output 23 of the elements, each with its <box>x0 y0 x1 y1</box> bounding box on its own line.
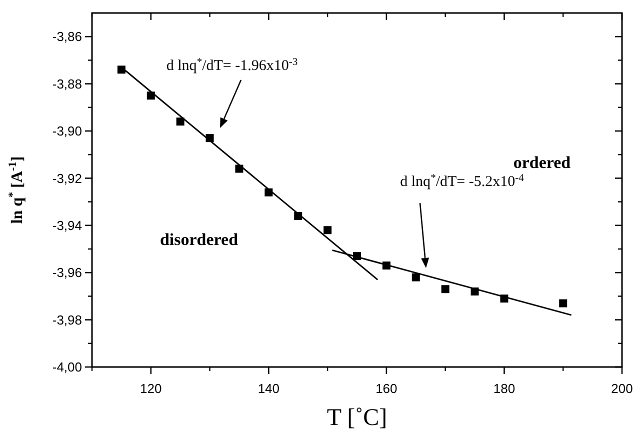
y-tick-label: -3,96 <box>52 265 82 280</box>
annotation: d lnq$^{*}$/dT= -5.2x10$^{-4}$ <box>400 172 525 190</box>
y-tick-label: -3,90 <box>52 124 82 139</box>
y-tick-label: -3,92 <box>52 170 82 186</box>
point <box>441 285 450 294</box>
y-tick-label: -3,98 <box>52 312 82 328</box>
x-tick-label: 140 <box>258 381 280 396</box>
annotation: ordered <box>513 153 572 172</box>
y-tick-label: -3,86 <box>52 29 82 44</box>
point <box>176 118 184 126</box>
point <box>559 299 568 308</box>
point <box>324 226 332 234</box>
point <box>412 273 420 282</box>
x-tick-label: 200 <box>611 381 633 396</box>
annotation: d lnq$^{*}$/dT= -1.96x10$^{-3}$ <box>166 56 298 74</box>
annotation: disordered <box>160 230 239 249</box>
y-tick-label: -3,94 <box>52 218 82 233</box>
x-axis-title: T [˚C] <box>326 405 388 431</box>
x-tick-label: 160 <box>376 381 398 396</box>
y-tick-label: -4,00 <box>52 360 82 375</box>
x-tick-label: 120 <box>140 381 162 396</box>
y-tick-label: -3,88 <box>52 76 82 92</box>
x-tick-label: 180 <box>493 381 516 396</box>
